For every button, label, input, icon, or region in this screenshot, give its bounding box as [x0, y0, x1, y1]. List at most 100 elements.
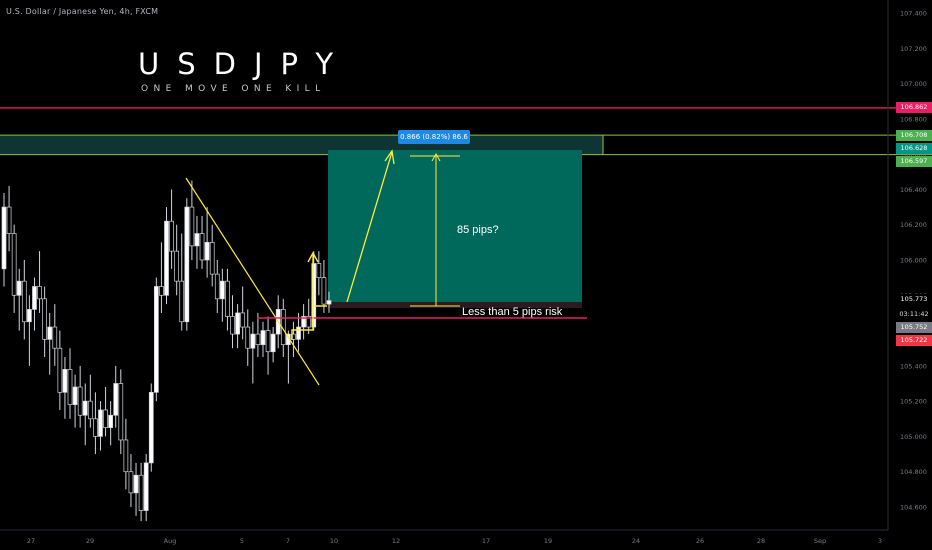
countdown-label: 03:11:42 — [896, 309, 932, 320]
candle-body — [98, 409, 103, 437]
y-tick-label: 107.200 — [900, 45, 927, 53]
candle-body — [72, 386, 78, 406]
candle-body — [306, 316, 312, 328]
y-tick-label: 106.200 — [900, 221, 927, 229]
price-label-stop: 105.722 — [896, 335, 932, 346]
candle-body — [128, 471, 134, 494]
x-tick-label: 19 — [544, 537, 552, 545]
x-tick-label: 27 — [27, 537, 35, 545]
candle-body — [62, 369, 68, 393]
candle-body — [169, 220, 174, 252]
candle-body — [47, 326, 53, 340]
candle-body — [260, 330, 266, 346]
candle-body — [199, 233, 205, 261]
candle-body — [301, 316, 306, 328]
candle-body — [321, 277, 327, 305]
candle-body — [6, 206, 12, 234]
candle-body — [174, 250, 180, 282]
symbol-header: U.S. Dollar / Japanese Yen, 4h, FXCM — [6, 7, 159, 16]
risk-annotation: Less than 5 pips risk — [462, 306, 563, 318]
y-tick-label: 106.800 — [900, 115, 927, 123]
candle-body — [189, 206, 195, 247]
candle-body — [270, 333, 276, 353]
y-tick-label: 106.600 — [900, 151, 927, 159]
x-tick-label: 3 — [878, 537, 882, 545]
candle-body — [27, 309, 32, 323]
measure-label: 0.866 (0.82%) 86.6 — [398, 130, 470, 144]
candle-body — [311, 263, 317, 328]
candle-body — [296, 326, 301, 340]
candle-body — [250, 333, 256, 349]
breakout-path — [291, 305, 327, 340]
price-label-zone-bottom: 106.597 — [896, 156, 932, 167]
breakout-arrowhead — [307, 251, 319, 263]
y-tick-label: 105.000 — [900, 433, 927, 441]
candle-body — [265, 330, 271, 353]
x-tick-label: 29 — [86, 537, 94, 545]
candle-body — [1, 206, 7, 270]
candle-body — [52, 326, 58, 349]
candle-body — [11, 233, 17, 296]
candle-body — [220, 280, 225, 300]
candle-body — [103, 409, 108, 428]
chart-overlay-subtitle: ONE MOVE ONE KILL — [141, 84, 326, 94]
candle-body — [316, 263, 322, 278]
chart-overlay-title: USDJPY — [138, 47, 352, 81]
candle-body — [108, 414, 113, 428]
candle-body — [245, 326, 251, 349]
candle-body — [143, 462, 149, 511]
y-tick-label: 105.200 — [900, 398, 927, 406]
candle-body — [32, 286, 37, 310]
candle-body — [235, 312, 240, 335]
price-label-zone-mid: 106.628 — [896, 143, 932, 154]
stop-box — [328, 302, 582, 308]
x-tick-label: 24 — [632, 537, 640, 545]
candle-body — [118, 383, 124, 441]
trendline — [185, 177, 320, 386]
candle-body — [184, 206, 190, 323]
candle-body — [87, 400, 93, 420]
x-tick-label: Aug — [164, 537, 177, 545]
y-tick-label: 105.400 — [900, 362, 927, 370]
target-box — [328, 150, 582, 302]
candle-body — [159, 286, 164, 296]
x-tick-label: 7 — [286, 537, 290, 545]
price-label-last: 105.773 — [896, 294, 932, 305]
candle-body — [37, 286, 42, 300]
candle-body — [153, 286, 159, 393]
y-tick-label: 107.400 — [900, 10, 927, 18]
x-tick-label: Sep — [814, 537, 826, 545]
candle-body — [113, 383, 119, 416]
candle-body — [209, 242, 215, 275]
price-label-resistance: 106.862 — [896, 102, 932, 113]
candle-body — [138, 474, 144, 511]
x-tick-label: 12 — [392, 537, 400, 545]
candle-body — [133, 474, 139, 494]
x-tick-label: 10 — [330, 537, 338, 545]
candle-body — [255, 333, 261, 346]
y-tick-label: 104.600 — [900, 504, 927, 512]
candle-body — [179, 280, 185, 323]
pips-annotation: 85 pips? — [457, 224, 499, 236]
candle-body — [16, 280, 22, 296]
candle-body — [42, 298, 47, 340]
y-tick-label: 106.400 — [900, 186, 927, 194]
candle-body — [67, 369, 73, 406]
measure-arrowhead — [431, 152, 441, 162]
candle-body — [57, 347, 63, 393]
price-label-gray: 105.752 — [896, 322, 932, 333]
price-label-zone-top: 106.708 — [896, 130, 932, 141]
candle-body — [240, 312, 246, 328]
x-tick-label: 17 — [482, 537, 490, 545]
projection-arrow — [346, 151, 393, 303]
candle-body — [194, 233, 200, 247]
x-tick-label: 28 — [757, 537, 765, 545]
candle-body — [164, 220, 169, 296]
candle-body — [214, 273, 220, 300]
candle-body — [77, 386, 83, 416]
candle-body — [230, 316, 235, 335]
candle-body — [326, 300, 332, 305]
candle-body — [204, 242, 210, 261]
x-tick-label: 26 — [696, 537, 704, 545]
